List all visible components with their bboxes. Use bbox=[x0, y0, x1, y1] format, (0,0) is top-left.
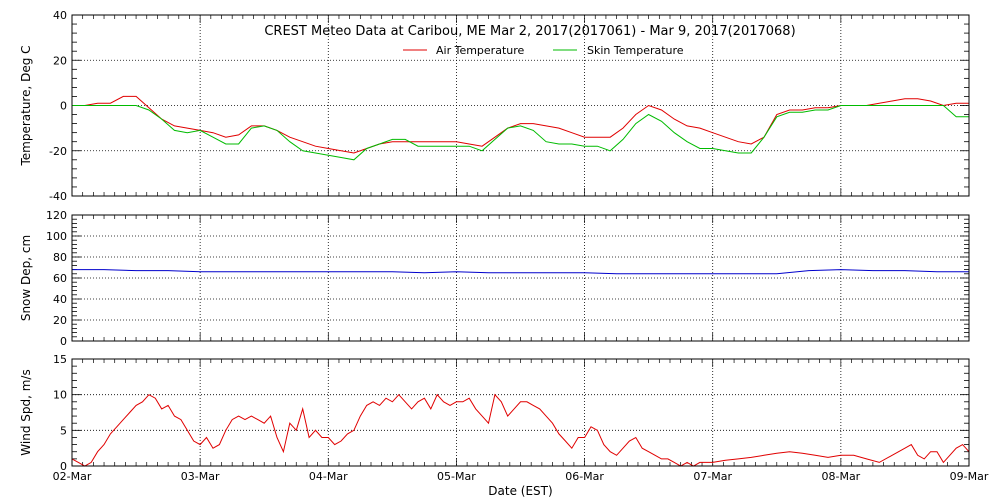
x-tick-label: 09-Mar bbox=[950, 470, 989, 483]
series-3-line bbox=[71, 393, 970, 467]
y-tick-label: 100 bbox=[46, 230, 67, 243]
y-tick-label: 10 bbox=[53, 389, 67, 402]
plot-frame bbox=[71, 358, 970, 467]
panel-1: -40 -20 0 20 40 Temperature, Deg C bbox=[19, 9, 970, 203]
x-tick-label: 06-Mar bbox=[565, 470, 604, 483]
x-tick-label: 07-Mar bbox=[693, 470, 732, 483]
x-tick-label: 03-Mar bbox=[181, 470, 220, 483]
x-tick-label: 04-Mar bbox=[309, 470, 348, 483]
x-axis-label: Date (EST) bbox=[488, 484, 552, 498]
y-tick-label: -40 bbox=[49, 190, 67, 203]
legend: Air Temperature Skin Temperature bbox=[403, 44, 684, 57]
y-tick-label: 0 bbox=[60, 460, 67, 473]
legend-air-label: Air Temperature bbox=[436, 44, 525, 57]
legend-skin-label: Skin Temperature bbox=[587, 44, 684, 57]
air-temperature-line bbox=[72, 95, 969, 154]
y-tick-label: 5 bbox=[60, 424, 67, 437]
y-tick-label: -20 bbox=[49, 145, 67, 158]
chart-title: CREST Meteo Data at Caribou, ME Mar 2, 2… bbox=[264, 24, 795, 39]
y-axis-label: Temperature, Deg C bbox=[19, 45, 33, 166]
y-tick-label: 120 bbox=[46, 209, 67, 222]
y-tick-label: 0 bbox=[60, 335, 67, 348]
y-tick-label: 60 bbox=[53, 272, 67, 285]
plot-frame bbox=[71, 214, 970, 342]
y-tick-label: 40 bbox=[53, 9, 67, 22]
y-tick-label: 0 bbox=[60, 100, 67, 113]
panel-2: 0 20 40 60 80 100 120 Snow Dep, cm bbox=[19, 209, 970, 348]
series-2-line bbox=[72, 269, 969, 275]
y-tick-label: 15 bbox=[53, 353, 67, 366]
y-axis-label: Snow Dep, cm bbox=[19, 235, 33, 321]
panel-3: 0 5 10 15 Wind Spd, m/s bbox=[19, 353, 970, 473]
x-tick-label: 08-Mar bbox=[821, 470, 860, 483]
y-tick-label: 40 bbox=[53, 293, 67, 306]
y-tick-label: 80 bbox=[53, 251, 67, 264]
y-tick-label: 20 bbox=[53, 54, 67, 67]
y-axis-label: Wind Spd, m/s bbox=[19, 369, 33, 455]
plot-frame bbox=[71, 14, 970, 197]
y-tick-label: 20 bbox=[53, 314, 67, 327]
x-tick-label: 02-Mar bbox=[53, 470, 92, 483]
skin-temperature-line bbox=[72, 105, 969, 161]
x-tick-label: 05-Mar bbox=[437, 470, 476, 483]
